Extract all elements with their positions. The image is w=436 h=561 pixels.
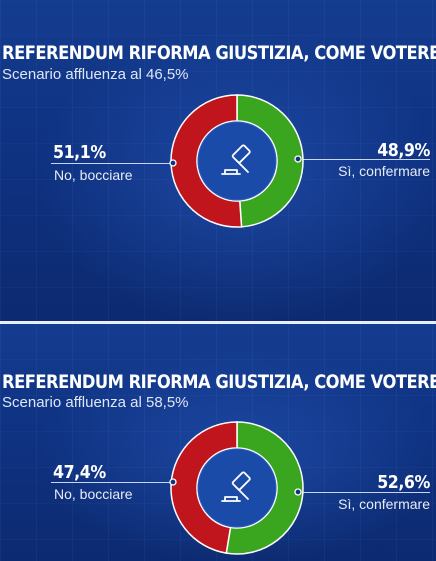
chart-title: REFERENDUM RIFORMA GIUSTIZIA, COME VOTER… xyxy=(2,42,436,64)
yes-leader-line xyxy=(298,159,430,160)
panel-divider xyxy=(0,321,436,324)
chart-title: REFERENDUM RIFORMA GIUSTIZIA, COME VOTER… xyxy=(2,371,436,393)
no-label: No, bocciare xyxy=(54,486,133,502)
yes-label: Sì, confermare xyxy=(338,496,430,512)
no-label: No, bocciare xyxy=(54,167,133,183)
no-leader-dot xyxy=(169,478,177,486)
yes-leader-dot xyxy=(294,488,302,496)
no-leader-line xyxy=(51,482,173,483)
scenario-panel-1: REFERENDUM RIFORMA GIUSTIZIA, COME VOTER… xyxy=(0,0,436,321)
gavel-icon xyxy=(221,144,251,175)
yes-leader-dot xyxy=(294,155,302,163)
no-value: 47,4% xyxy=(53,462,106,483)
yes-value: 52,6% xyxy=(377,472,430,493)
slice-no-bocciare xyxy=(170,94,243,228)
slice-si-confermare xyxy=(236,94,304,228)
slice-no-bocciare xyxy=(170,421,238,554)
chart-subtitle: Scenario affluenza al 46,5% xyxy=(2,66,189,83)
yes-value: 48,9% xyxy=(377,140,430,161)
no-leader-line xyxy=(51,163,173,164)
gavel-icon xyxy=(221,471,251,502)
slice-si-confermare xyxy=(225,421,304,555)
donut-chart xyxy=(169,421,304,555)
yes-leader-line xyxy=(298,492,430,493)
yes-label: Sì, confermare xyxy=(338,163,430,179)
donut-chart xyxy=(169,94,304,228)
chart-subtitle: Scenario affluenza al 58,5% xyxy=(2,394,189,411)
no-leader-dot xyxy=(169,159,177,167)
scenario-panel-2: REFERENDUM RIFORMA GIUSTIZIA, COME VOTER… xyxy=(0,324,436,561)
no-value: 51,1% xyxy=(53,142,106,163)
